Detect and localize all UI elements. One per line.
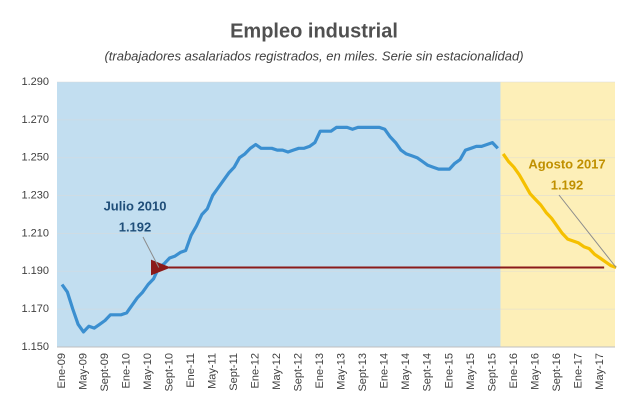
x-tick-label: Ene-16 xyxy=(508,353,520,388)
x-tick-label: Ene-14 xyxy=(379,353,391,388)
series-line xyxy=(501,152,617,270)
x-tick-label: May-11 xyxy=(207,353,219,389)
series-line xyxy=(60,125,499,334)
x-tick-label: Sept-16 xyxy=(551,353,563,392)
x-tick-label: Ene-12 xyxy=(250,353,262,388)
y-tick-label: 1.190 xyxy=(21,265,49,277)
region-background xyxy=(57,82,501,347)
x-tick-label: Ene-17 xyxy=(572,353,584,388)
y-tick-label: 1.150 xyxy=(21,341,49,353)
y-tick-label: 1.270 xyxy=(21,114,49,126)
y-tick-label: 1.290 xyxy=(21,76,49,88)
x-tick-label: Sept-13 xyxy=(357,353,369,392)
x-tick-label: May-10 xyxy=(142,353,154,390)
x-tick-label: Ene-13 xyxy=(314,353,326,388)
annotation-leader xyxy=(142,236,160,268)
x-tick-label: May-09 xyxy=(77,353,89,390)
x-tick-label: Sept-14 xyxy=(422,353,434,392)
x-tick-label: Ene-09 xyxy=(56,353,68,388)
x-tick-label: May-17 xyxy=(594,353,606,390)
chart-subtitle: (trabajadores asalariados registrados, e… xyxy=(104,48,523,63)
x-tick-label: Sept-15 xyxy=(486,353,498,392)
annotation-text: Agosto 2017 xyxy=(528,156,605,171)
y-tick-label: 1.230 xyxy=(21,189,49,201)
y-tick-label: 1.170 xyxy=(21,303,49,315)
x-tick-label: May-12 xyxy=(271,353,283,390)
x-tick-label: May-15 xyxy=(465,353,477,390)
x-tick-label: Ene-15 xyxy=(443,353,455,388)
annotation-leader xyxy=(558,194,617,268)
annotation-text: 1.192 xyxy=(551,177,584,192)
x-tick-label: May-16 xyxy=(529,353,541,390)
x-tick-label: May-14 xyxy=(400,353,412,390)
x-tick-label: May-13 xyxy=(336,353,348,390)
x-tick-label: Sept-11 xyxy=(228,353,240,391)
region-background xyxy=(500,82,615,347)
y-tick-label: 1.250 xyxy=(21,152,49,164)
x-tick-label: Sept-09 xyxy=(99,353,111,392)
y-tick-label: 1.210 xyxy=(21,227,49,239)
x-tick-label: Ene-11 xyxy=(185,353,197,388)
x-tick-label: Sept-12 xyxy=(293,353,305,392)
chart-title: Empleo industrial xyxy=(230,20,398,42)
annotation-text: 1.192 xyxy=(119,219,152,234)
x-tick-label: Sept-10 xyxy=(164,353,176,392)
annotation-text: Julio 2010 xyxy=(104,198,167,213)
x-tick-label: Ene-10 xyxy=(120,353,132,388)
